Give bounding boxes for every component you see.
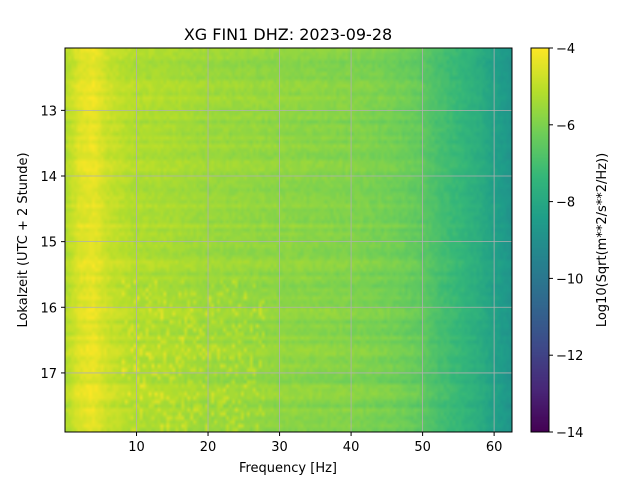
y-axis-label: Lokalzeit (UTC + 2 Stunde)	[16, 152, 31, 327]
colorbar-tick-label: −10	[556, 272, 583, 287]
y-axis-ticks: 13 14 15 16 17	[40, 104, 65, 382]
x-tick-label: 30	[271, 440, 288, 455]
x-tick-label: 40	[343, 440, 360, 455]
y-tick-label: 13	[40, 104, 57, 119]
x-tick-label: 60	[486, 440, 503, 455]
grid-lines	[65, 48, 512, 432]
x-axis-label: Frequency [Hz]	[239, 461, 337, 476]
x-axis-ticks: 10 20 30 40 50 60	[128, 432, 502, 455]
colorbar-tick-label: −14	[556, 426, 583, 441]
colorbar-tick-label: −4	[556, 42, 575, 57]
colorbar-frame	[530, 47, 550, 433]
colorbar-tick-label: −8	[556, 196, 575, 211]
colorbar: −4 −6 −8 −10 −12 −14	[530, 42, 583, 441]
colorbar-tick-label: −12	[556, 349, 583, 364]
colorbar-tick-label: −6	[556, 119, 575, 134]
x-tick-label: 20	[200, 440, 217, 455]
y-tick-label: 14	[40, 170, 57, 185]
y-tick-label: 16	[40, 301, 57, 316]
heatmap-raster	[65, 48, 512, 432]
x-tick-label: 50	[414, 440, 431, 455]
chart-title: XG FIN1 DHZ: 2023-09-28	[184, 25, 392, 44]
x-tick-label: 10	[128, 440, 145, 455]
plot-frame	[64, 47, 513, 433]
y-tick-label: 15	[40, 236, 57, 251]
colorbar-label: Log10(Sqrt(m**2/s**2/Hz))	[595, 153, 610, 327]
colorbar-gradient	[531, 48, 549, 432]
spectrogram-heatmap	[65, 48, 512, 432]
y-tick-label: 17	[40, 367, 57, 382]
